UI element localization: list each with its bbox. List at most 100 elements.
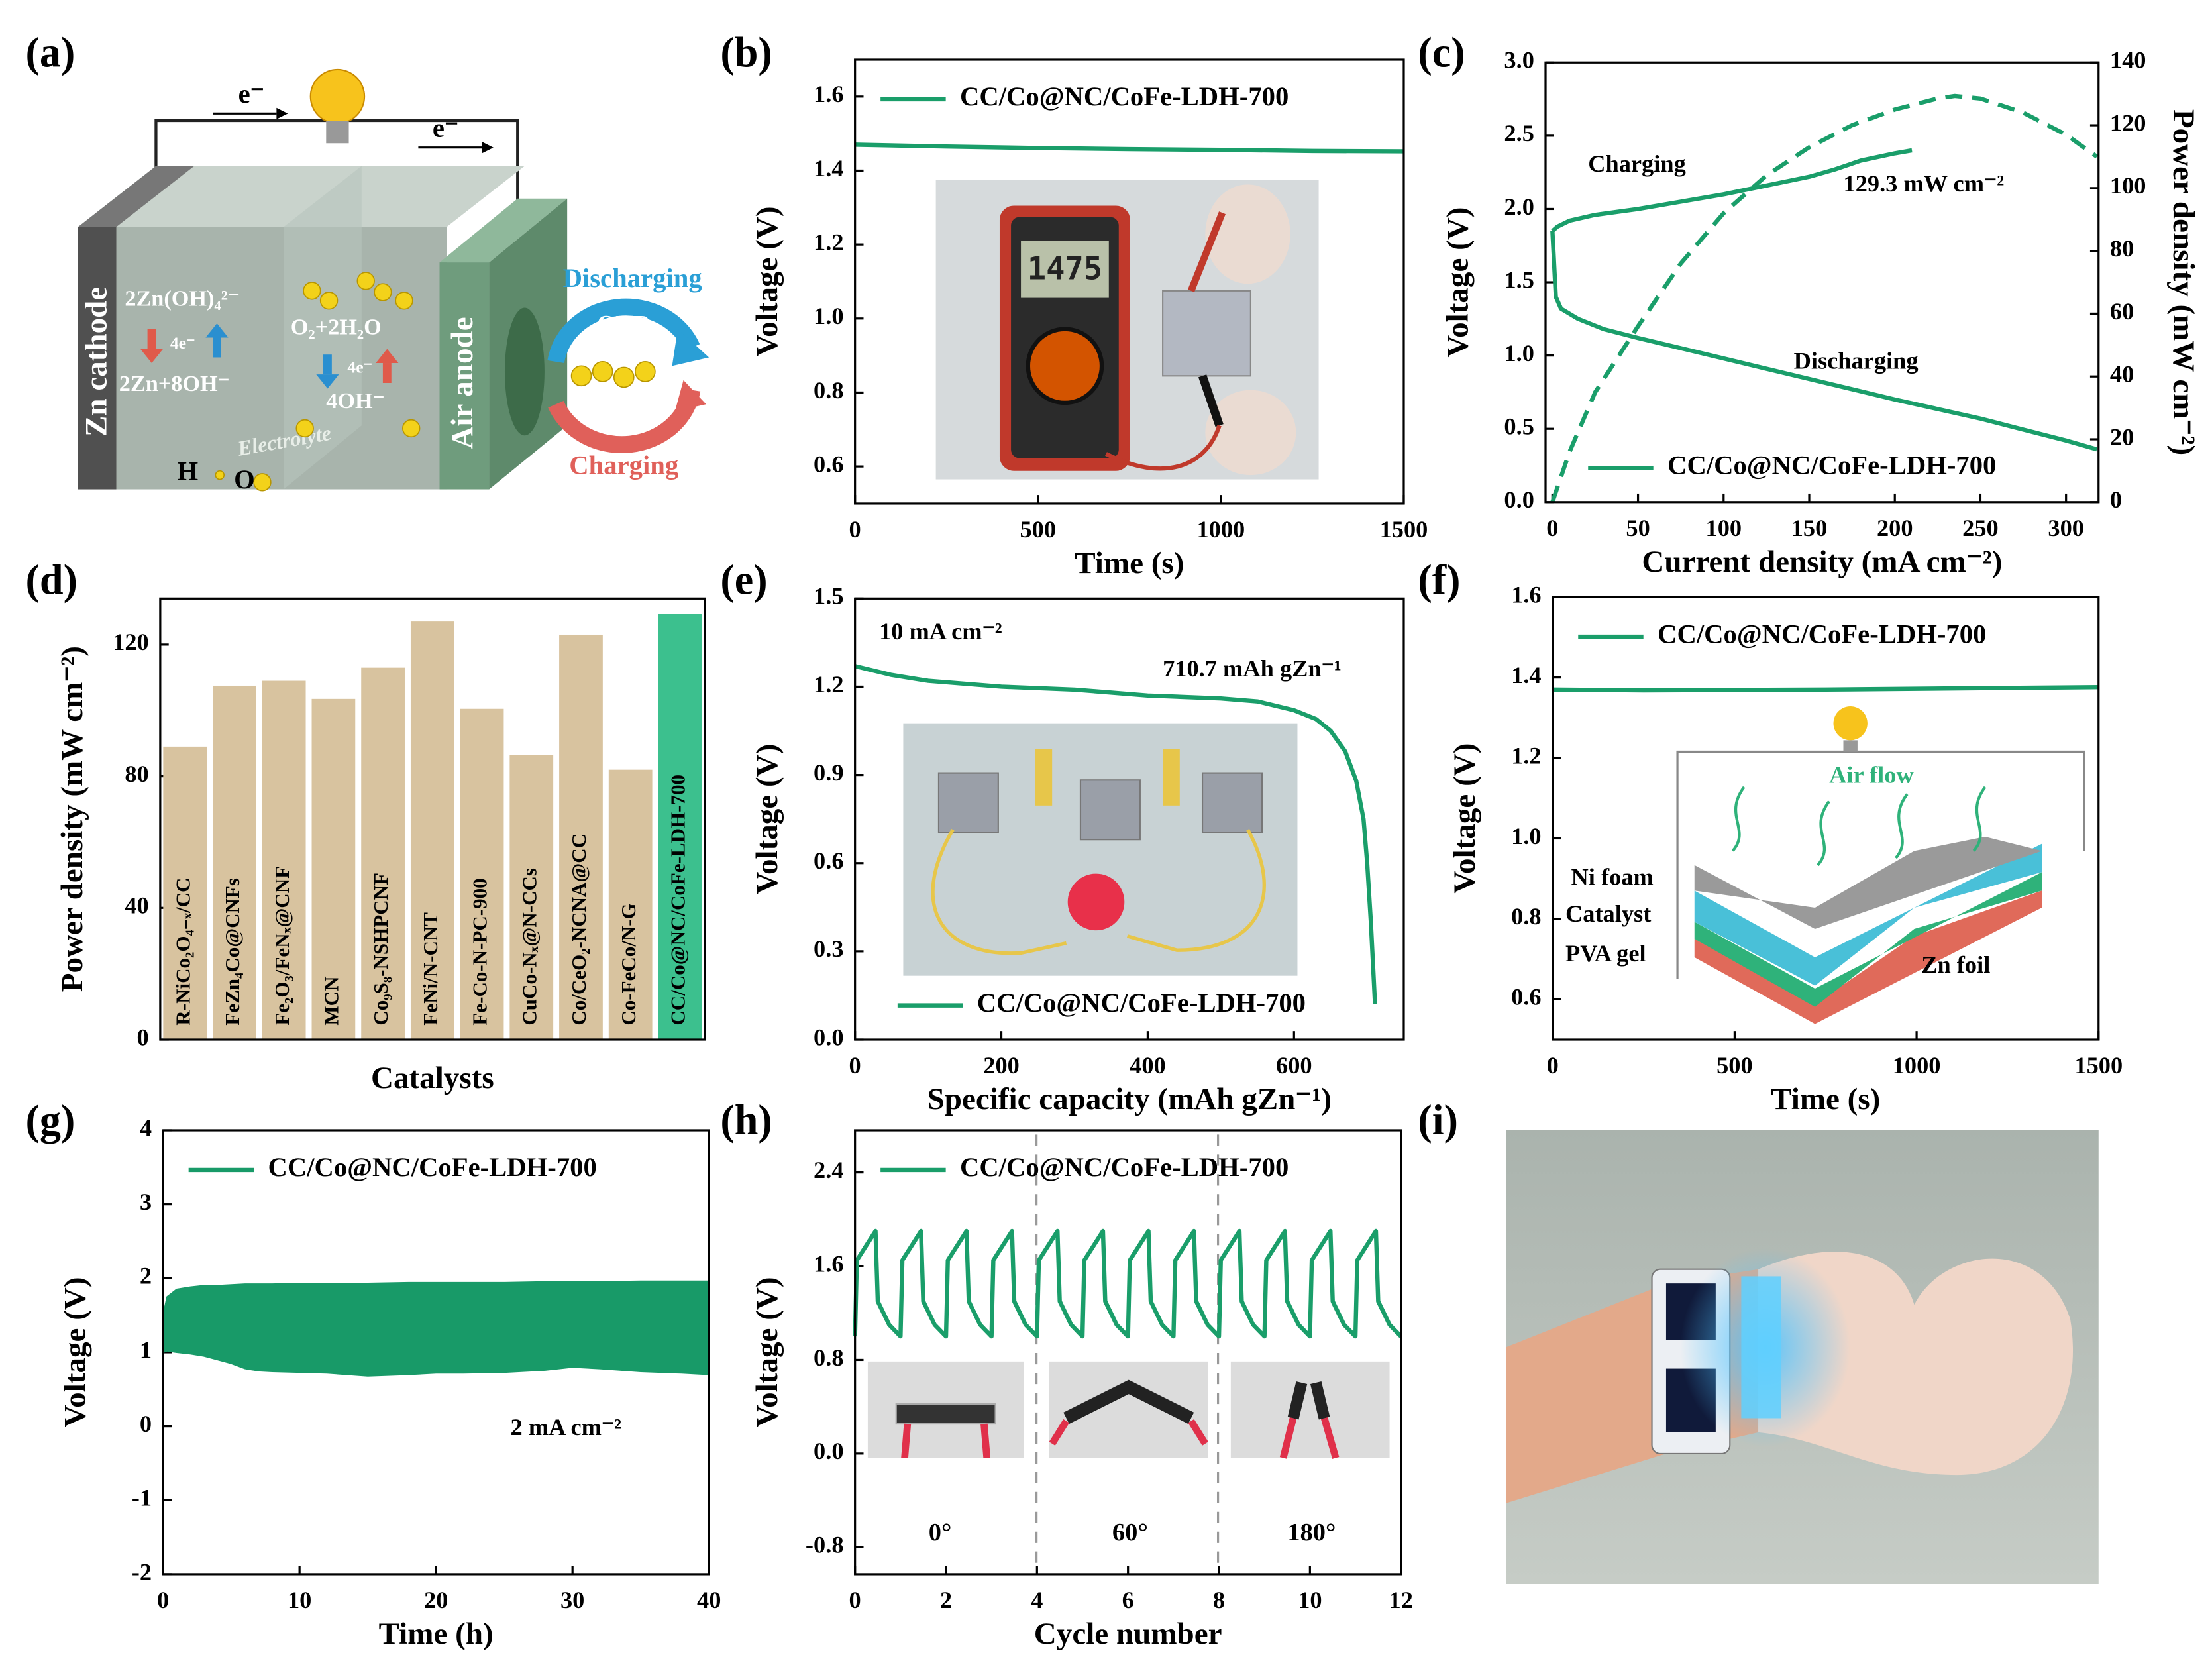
molecules <box>215 272 656 492</box>
cathode-face <box>78 227 117 490</box>
anode-face <box>439 262 490 490</box>
inset-label: Air flow <box>1829 761 1914 788</box>
y-tick-label: -0.8 <box>806 1532 844 1558</box>
catalyst-layer <box>1694 843 2042 986</box>
x-axis-label: Time (h) <box>379 1617 494 1651</box>
chart-panel: 0 200 400 600 0.0 0.3 0.6 0.9 1.2 1.5 Specific cap… <box>750 583 1405 1116</box>
x-tick-label: 10 <box>288 1587 311 1613</box>
arrow-head <box>674 380 706 411</box>
panel-label: (h) <box>720 1097 772 1144</box>
y2-tick-label: 60 <box>2110 298 2134 325</box>
battery-strip <box>1287 1381 1330 1420</box>
y-tick-label: 1.0 <box>1511 823 1541 849</box>
cathode-label: Zn cathode <box>79 287 114 437</box>
series-line <box>1550 93 2099 503</box>
category-label: FeNi/N-CNT <box>419 912 442 1026</box>
clip <box>901 1423 991 1458</box>
y2-tick-label: 140 <box>2110 47 2146 74</box>
y-tick-label: 2 <box>140 1263 152 1289</box>
y-axis-label: Voltage (V) <box>750 206 784 356</box>
x-tick-label: 0 <box>1546 515 1558 541</box>
zn-layer <box>1694 890 2042 1024</box>
y-axis-label: Voltage (V) <box>750 1277 784 1427</box>
wearable-photo <box>1506 1130 2099 1584</box>
y-tick-label: 1.4 <box>814 155 843 182</box>
glove <box>1205 184 1290 284</box>
y-tick-label: 0.8 <box>814 377 843 403</box>
chart-panel: 0 40 80 120 R-NiCo₂O₄₋ₓ/CC FeZn₄Co@CNFs Fe₂O₃/… <box>55 597 706 1095</box>
y-tick-label: 2.0 <box>1504 193 1534 220</box>
reaction-label: O₂+2H₂O <box>291 315 382 340</box>
category-label: Fe₂O₃/FeNₓ@CNF <box>270 866 293 1026</box>
y-tick-label: 1.4 <box>1511 662 1541 688</box>
y-tick-label: 1.0 <box>814 303 843 329</box>
clip <box>1049 1419 1208 1446</box>
arrow-head <box>140 349 164 364</box>
x-tick-label: 4 <box>1031 1587 1043 1613</box>
clip <box>1163 749 1180 806</box>
led <box>1067 873 1125 931</box>
bar <box>460 708 504 1040</box>
clip <box>1279 1417 1340 1459</box>
chart-panel: 0 10 20 30 40 -2 -1 0 1 2 3 4 Time (h) Voltage (V) CC/… <box>58 1114 721 1651</box>
atom <box>319 292 339 310</box>
y-tick-label: 1.2 <box>814 229 843 255</box>
atom <box>303 282 321 300</box>
y-tick-label: 80 <box>125 761 148 787</box>
y-tick-label: 0 <box>137 1024 149 1050</box>
annotation: 2 mA cm⁻² <box>511 1414 622 1440</box>
y-tick-label: 0.0 <box>814 1024 843 1050</box>
mode-label: Charging <box>569 451 678 480</box>
x-tick-label: 1000 <box>1196 516 1245 543</box>
gel-layer <box>1694 872 2042 1007</box>
plot-frame <box>854 597 1405 1041</box>
bar <box>410 621 454 1040</box>
panel-labels: (a) (b) (c) (d) (e) (f) (g) (h) (i) <box>26 28 1465 1144</box>
y-axis-label: Voltage (V) <box>750 744 784 894</box>
bar <box>311 698 356 1040</box>
legend-label: CC/Co@NC/CoFe-LDH-700 <box>1667 451 1996 480</box>
cell <box>937 772 999 833</box>
clip <box>1035 749 1053 806</box>
angle-label: 180° <box>1287 1519 1336 1546</box>
y-tick-label: 1.6 <box>814 1250 843 1277</box>
category-label: Co/CeO₂-NCNA@CC <box>567 833 590 1026</box>
x-axis-label: Catalysts <box>371 1061 494 1095</box>
y2-tick-label: 0 <box>2110 486 2122 513</box>
category-label: MCN <box>320 977 343 1026</box>
atom <box>613 366 635 388</box>
dial <box>1026 327 1104 405</box>
y-tick-label: 0.5 <box>1504 413 1534 440</box>
atom <box>253 473 272 492</box>
anode-top <box>439 198 568 263</box>
x-tick-label: 100 <box>1706 515 1742 541</box>
atom <box>402 419 421 438</box>
y2-tick-label: 100 <box>2110 172 2146 199</box>
y-tick-label: 3 <box>140 1189 152 1215</box>
plot-frame <box>159 597 706 1041</box>
x-tick-label: 8 <box>1213 1587 1225 1613</box>
x-tick-label: 0 <box>849 1052 861 1079</box>
x-tick-label: 0 <box>1547 1052 1559 1079</box>
atom <box>356 272 375 290</box>
x-tick-label: 0 <box>849 516 861 543</box>
bar <box>213 685 256 1040</box>
x-tick-label: 0 <box>157 1587 169 1613</box>
x-tick-label: 500 <box>1716 1052 1753 1079</box>
plot-frame <box>854 1129 1402 1576</box>
y-tick-label: 2.5 <box>1504 120 1534 146</box>
y-tick-label: 0 <box>140 1411 152 1437</box>
arrow <box>147 329 156 349</box>
reaction-label: 4e⁻ <box>170 333 195 352</box>
x-tick-label: 12 <box>1389 1587 1413 1613</box>
arrow <box>323 354 332 375</box>
arrow-head <box>316 374 339 389</box>
led-photo <box>903 723 1298 976</box>
arrow-head <box>205 323 229 338</box>
category-label: Co₉S₈-NSHPCNF <box>369 873 392 1026</box>
inset-label: Zn foil <box>1921 951 1990 978</box>
plot-frame <box>854 58 1405 505</box>
bulb <box>1833 706 1868 741</box>
reaction-label: ORR <box>597 311 651 337</box>
